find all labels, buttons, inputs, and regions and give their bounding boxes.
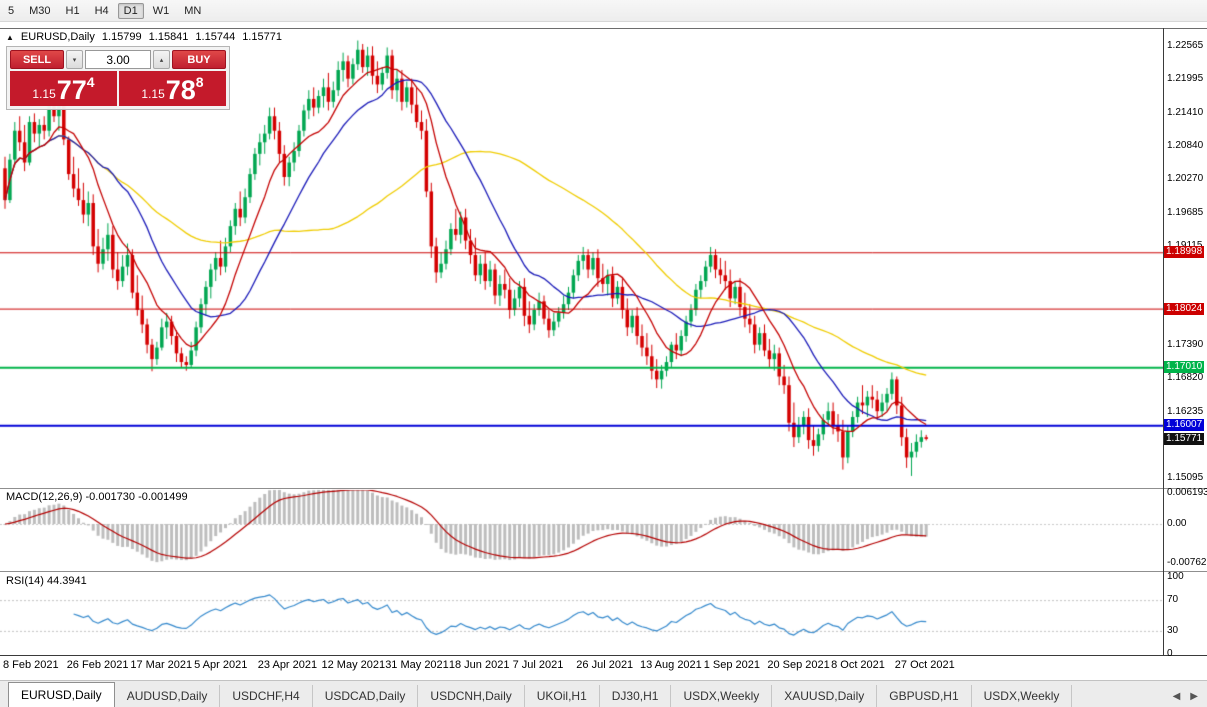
- ohlc-close: 1.15771: [242, 31, 282, 43]
- price-tick-label: 1.20840: [1167, 139, 1204, 151]
- tab-next-icon[interactable]: ▶: [1190, 691, 1198, 702]
- date-axis-label: 5 Apr 2021: [194, 659, 248, 671]
- timeframe-button-d1[interactable]: D1: [117, 2, 144, 19]
- price-tick-label: 1.19685: [1167, 206, 1204, 218]
- macd-name: MACD(12,26,9): [6, 491, 83, 503]
- ask-price-prefix: 1.15: [141, 87, 165, 101]
- date-axis-label: 7 Jul 2021: [512, 659, 564, 671]
- chart-tab-usdx-weekly[interactable]: USDX,Weekly: [972, 685, 1073, 707]
- date-axis-label: 26 Jul 2021: [576, 659, 634, 671]
- one-click-trade-panel: SELL ▾ ▴ BUY 1.15 77 4 1.15 78 8: [6, 46, 230, 110]
- price-tick-label: 1.19115: [1167, 239, 1203, 251]
- date-axis-label: 1 Sep 2021: [703, 659, 760, 671]
- chart-tab-eurusd-daily[interactable]: EURUSD,Daily: [8, 682, 115, 707]
- chart-tab-usdcnh-daily[interactable]: USDCNH,Daily: [418, 685, 525, 707]
- ask-price-big: 78: [165, 75, 196, 105]
- rsi-axis-label: 30: [1167, 624, 1179, 636]
- ohlc-open: 1.15799: [101, 31, 142, 43]
- ask-price-display[interactable]: 1.15 78 8: [119, 71, 226, 106]
- date-axis-label: 17 Mar 2021: [130, 659, 193, 671]
- date-axis-label: 31 May 2021: [385, 659, 449, 671]
- date-axis-label: 18 Jun 2021: [448, 659, 510, 671]
- date-axis-label: 12 May 2021: [321, 659, 386, 671]
- bid-price-big: 77: [56, 75, 87, 105]
- ask-price-pip: 8: [195, 74, 204, 90]
- timeframe-button-h4[interactable]: H4: [94, 4, 109, 17]
- chart-tab-usdx-weekly[interactable]: USDX,Weekly: [671, 685, 773, 707]
- time-axis[interactable]: 8 Feb 2021 26 Feb 2021 17 Mar 2021 5 Apr 20…: [0, 656, 1163, 679]
- chart-frame-bottom: [0, 655, 1207, 656]
- rsi-axis-label: 0: [1167, 648, 1173, 659]
- date-axis-label: 20 Sep 2021: [767, 659, 830, 671]
- macd-axis-label: 0.00: [1167, 518, 1187, 529]
- panel-splitter-rsi[interactable]: [0, 571, 1207, 572]
- chart-tab-gbpusd-h1[interactable]: GBPUSD,H1: [877, 685, 972, 707]
- bid-price-prefix: 1.15: [32, 87, 56, 101]
- timeframe-toolbar: 5 M30 H1 H4 D1 W1 MN: [0, 0, 1207, 22]
- rsi-axis-label: 100: [1167, 571, 1184, 582]
- rsi-indicator-label: RSI(14) 44.3941: [6, 575, 87, 587]
- chart-header: ▲ EURUSD,Daily 1.15799 1.15841 1.15744 1…: [6, 31, 282, 43]
- chart-tab-usdchf-h4[interactable]: USDCHF,H4: [220, 685, 313, 707]
- date-axis-label: 8 Oct 2021: [831, 659, 885, 671]
- tab-scroll-arrows: ◀ ▶: [1170, 690, 1207, 707]
- current-price-label: 1.15771: [1164, 432, 1205, 445]
- chart-tab-ukoil-h1[interactable]: UKOil,H1: [525, 685, 600, 707]
- buy-button[interactable]: BUY: [172, 50, 226, 69]
- chart-tab-usdcad-daily[interactable]: USDCAD,Daily: [313, 685, 419, 707]
- timeframe-button-h1[interactable]: H1: [65, 4, 80, 17]
- rsi-value: 44.3941: [46, 575, 87, 587]
- price-tick-label: 1.15095: [1167, 471, 1204, 483]
- sell-button[interactable]: SELL: [10, 50, 64, 69]
- panel-splitter-macd[interactable]: [0, 488, 1207, 489]
- volume-input[interactable]: [85, 50, 151, 69]
- chart-tab-xauusd-daily[interactable]: XAUUSD,Daily: [772, 685, 878, 707]
- chart-tab-dj30-h1[interactable]: DJ30,H1: [600, 685, 672, 707]
- trade-panel-collapse-icon[interactable]: ▲: [6, 32, 14, 42]
- level-price-label: 1.17010: [1164, 361, 1205, 374]
- chart-tab-audusd-daily[interactable]: AUDUSD,Daily: [115, 685, 221, 707]
- timeframe-button-w1[interactable]: W1: [152, 4, 170, 17]
- volume-spinner-icon[interactable]: ▴: [153, 50, 170, 69]
- price-axis[interactable]: 1.22565 1.21995 1.21410 1.20840 1.20270 1.196…: [1164, 28, 1207, 659]
- price-axis-border: [1163, 28, 1164, 656]
- chart-tabs-bar: EURUSD,Daily AUDUSD,Daily USDCHF,H4 USDCAD,…: [0, 680, 1207, 707]
- ohlc-high: 1.15841: [148, 31, 189, 43]
- rsi-axis-label: 70: [1167, 594, 1179, 606]
- date-axis-label: 26 Feb 2021: [66, 659, 129, 671]
- timeframe-button-m30[interactable]: M30: [29, 4, 51, 17]
- tab-prev-icon[interactable]: ◀: [1172, 691, 1181, 702]
- date-axis-label: 8 Feb 2021: [3, 659, 59, 671]
- level-price-label: 1.16007: [1164, 419, 1205, 432]
- price-tick-label: 1.17390: [1167, 339, 1204, 351]
- date-axis-label: 23 Apr 2021: [257, 659, 318, 671]
- chart-canvas[interactable]: [0, 28, 1163, 656]
- price-tick-label: 1.20270: [1167, 172, 1204, 184]
- macd-axis-label: 0.006193: [1167, 487, 1207, 498]
- level-price-label: 1.18024: [1164, 302, 1205, 315]
- ohlc-low: 1.15744: [195, 31, 236, 43]
- price-tick-label: 1.21995: [1167, 72, 1204, 84]
- price-tick-label: 1.21410: [1167, 106, 1204, 118]
- macd-indicator-label: MACD(12,26,9) -0.001730 -0.001499: [6, 491, 188, 503]
- chart-symbol-label: EURUSD,Daily: [20, 31, 95, 43]
- volume-dropdown-icon[interactable]: ▾: [66, 50, 83, 69]
- timeframe-button-mn[interactable]: MN: [184, 4, 202, 17]
- price-tick-label: 1.16820: [1167, 372, 1204, 384]
- price-tick-label: 1.16235: [1167, 406, 1204, 418]
- timeframe-button-5[interactable]: 5: [8, 4, 15, 17]
- bid-price-pip: 4: [86, 74, 95, 90]
- level-price-label: 1.18998: [1164, 246, 1205, 259]
- date-axis-label: 27 Oct 2021: [894, 659, 955, 671]
- rsi-name: RSI(14): [6, 575, 44, 587]
- bid-price-display[interactable]: 1.15 77 4: [10, 71, 117, 106]
- macd-values: -0.001730 -0.001499: [85, 491, 188, 503]
- price-tick-label: 1.22565: [1167, 40, 1204, 51]
- date-axis-label: 13 Aug 2021: [640, 659, 702, 671]
